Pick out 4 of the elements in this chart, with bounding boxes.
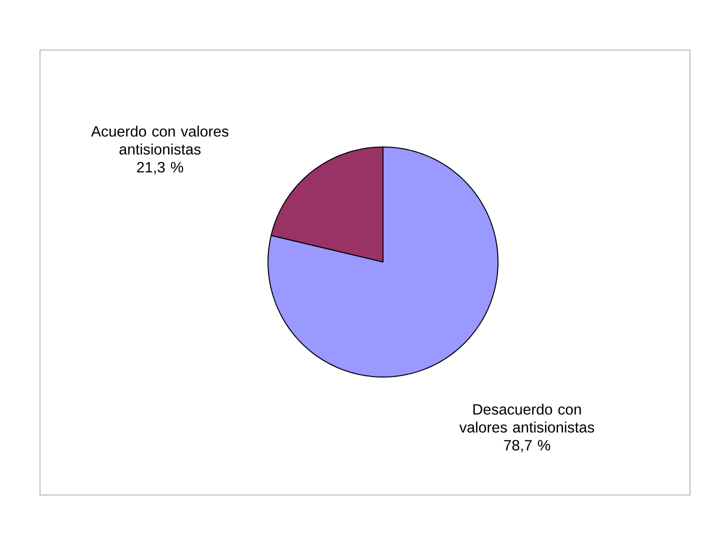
slice-label: Desacuerdo con valores antisionistas — [459, 404, 594, 433]
data-label: 78,7 % — [504, 440, 550, 452]
data-label: 21,3 % — [137, 162, 184, 174]
slice-label: Acuerdo con valores antisionistas — [91, 126, 228, 155]
